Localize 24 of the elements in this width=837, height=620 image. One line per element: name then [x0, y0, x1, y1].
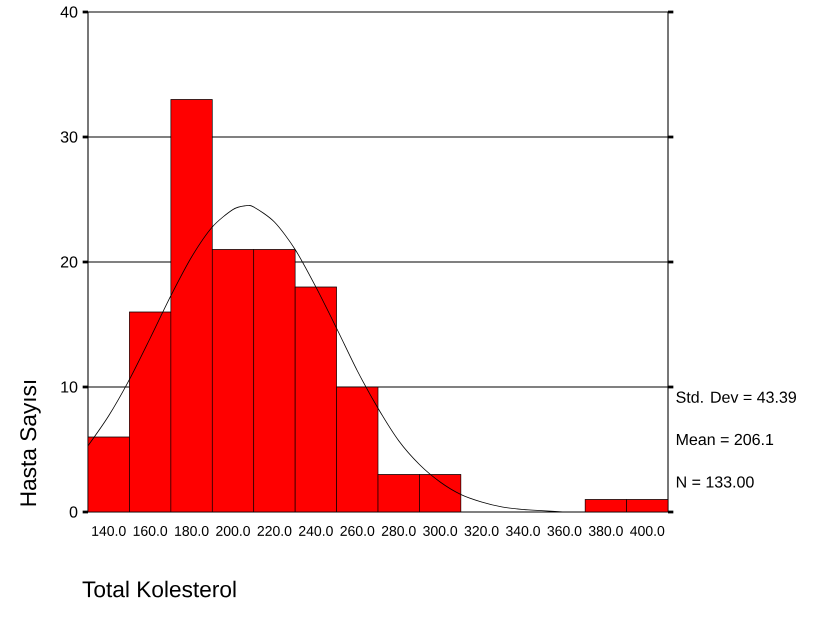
- x-tick-label: 400.0: [630, 526, 664, 536]
- y-tick-label: 20: [60, 256, 78, 268]
- x-tick-label: 300.0: [423, 526, 458, 536]
- y-tick-label: 10: [61, 381, 78, 393]
- x-tick-label: 360.0: [547, 526, 582, 536]
- y-tick-label: 30: [60, 131, 78, 143]
- text: N = 133.00: [676, 476, 754, 488]
- y-tick-label: 0: [70, 506, 78, 518]
- x-tick-label: 320.0: [464, 526, 499, 536]
- x-tick-label: 340.0: [506, 526, 540, 536]
- x-tick-label: 160.0: [134, 526, 168, 536]
- text: Std. Dev = 43.39: [676, 391, 796, 403]
- x-tick-label: 180.0: [175, 526, 209, 536]
- x-tick-label: 140.0: [92, 526, 126, 536]
- x-tick-label: 280.0: [382, 526, 416, 536]
- x-tick-label: 240.0: [299, 526, 333, 536]
- x-axis-title: Total Kolesterol: [82, 580, 236, 598]
- x-tick-label: 380.0: [588, 526, 623, 536]
- text: Mean = 206.1: [676, 434, 774, 446]
- x-tick-label: 260.0: [340, 526, 374, 536]
- y-tick-label: 40: [60, 6, 78, 18]
- x-tick-label: 220.0: [258, 526, 292, 536]
- x-tick-label: 200.0: [216, 526, 250, 536]
- y-axis-title: Hasta Sayısı: [20, 380, 41, 506]
